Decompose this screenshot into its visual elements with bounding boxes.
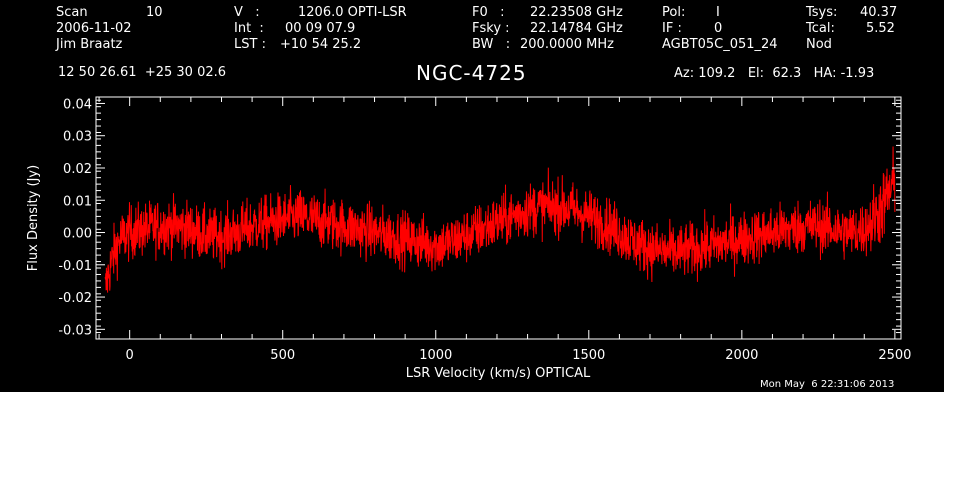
y-tick-label: 0.00 bbox=[63, 227, 92, 242]
obs-mode: Nod bbox=[806, 37, 832, 52]
fsky-value: 22.14784 GHz bbox=[530, 21, 623, 36]
az-el-ha: Az: 109.2 El: 62.3 HA: -1.93 bbox=[674, 66, 875, 81]
tcal-label: Tcal: bbox=[806, 21, 835, 36]
if-value: 0 bbox=[714, 21, 723, 36]
pol-value: I bbox=[716, 5, 720, 20]
x-tick-label: 500 bbox=[270, 348, 295, 363]
x-axis-label: LSR Velocity (km/s) OPTICAL bbox=[406, 366, 591, 381]
plot-frame bbox=[95, 96, 902, 340]
scan-label: Scan bbox=[56, 5, 88, 20]
y-tick-label: -0.03 bbox=[58, 323, 92, 338]
tsys-value: 40.37 bbox=[860, 5, 898, 20]
scan-value: 10 bbox=[146, 5, 163, 20]
f0-value: 22.23508 GHz bbox=[530, 5, 623, 20]
x-tick-label: 2500 bbox=[878, 348, 911, 363]
f0-label: F0 : bbox=[472, 5, 505, 20]
if-label: IF : bbox=[662, 21, 682, 36]
integration-value: 00 09 07.9 bbox=[285, 21, 356, 36]
y-tick-label: -0.01 bbox=[58, 259, 92, 274]
y-tick-label: 0.03 bbox=[63, 130, 92, 145]
x-tick-label: 1500 bbox=[572, 348, 605, 363]
obs-date: 2006-11-02 bbox=[56, 21, 132, 36]
source-coordinates: 12 50 26.61 +25 30 02.6 bbox=[58, 65, 227, 80]
x-tick-label: 0 bbox=[126, 348, 134, 363]
fsky-label: Fsky : bbox=[472, 21, 510, 36]
lst-label: LST : bbox=[234, 37, 266, 52]
lst-value: +10 54 25.2 bbox=[280, 37, 362, 52]
tcal-value: 5.52 bbox=[866, 21, 895, 36]
project-id: AGBT05C_051_24 bbox=[662, 37, 778, 52]
plot-canvas: Scan 10 2006-11-02 Jim Braatz V : 1206.0… bbox=[0, 0, 944, 392]
observer-name: Jim Braatz bbox=[56, 37, 123, 52]
y-tick-label: 0.02 bbox=[63, 162, 92, 177]
x-tick-label: 1000 bbox=[419, 348, 452, 363]
integration-label: Int : bbox=[234, 21, 264, 36]
y-tick-label: 0.04 bbox=[63, 97, 92, 112]
spectrum-series-line bbox=[104, 146, 896, 293]
pol-label: Pol: bbox=[662, 5, 686, 20]
velocity-label: V : bbox=[234, 5, 260, 20]
y-axis-label: Flux Density (Jy) bbox=[26, 165, 41, 271]
velocity-value: 1206.0 OPTI-LSR bbox=[298, 5, 407, 20]
plot-timestamp: Mon May 6 22:31:06 2013 bbox=[760, 379, 895, 390]
bw-value: 200.0000 MHz bbox=[520, 37, 614, 52]
x-tick-label: 2000 bbox=[725, 348, 758, 363]
y-tick-label: -0.02 bbox=[58, 291, 92, 306]
y-tick-label: 0.01 bbox=[63, 194, 92, 209]
tsys-label: Tsys: bbox=[806, 5, 838, 20]
spectrum-chart: 0 500 1000 1500 2000 2500 -0.03 -0.02 -0.01 0.00 0… bbox=[26, 96, 911, 381]
bw-label: BW : bbox=[472, 37, 511, 52]
source-name: NGC-4725 bbox=[416, 61, 527, 85]
